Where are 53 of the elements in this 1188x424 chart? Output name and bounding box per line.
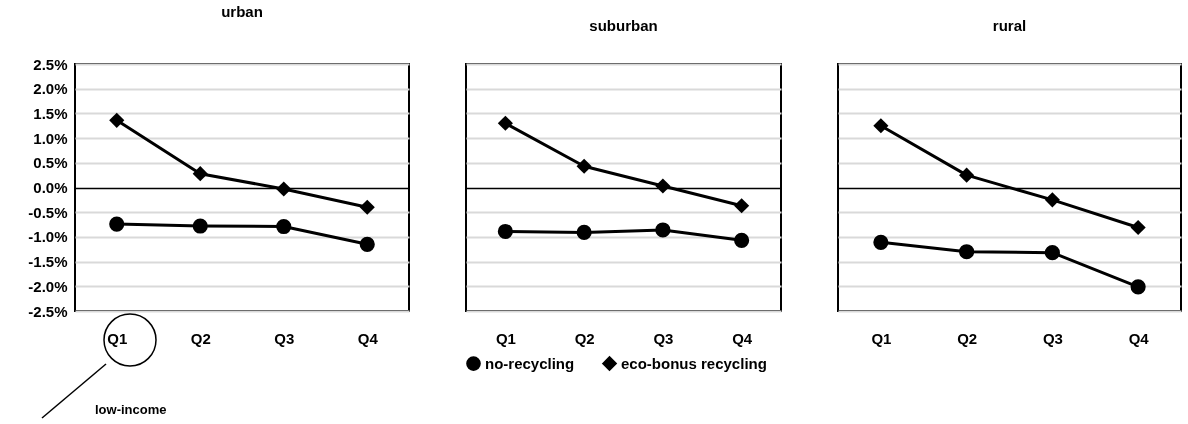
y-tick-label: 0.5%	[33, 154, 68, 172]
x-tick-label: Q1	[871, 329, 892, 347]
y-tick-label: 1.0%	[33, 129, 68, 147]
x-tick-label: Q4	[357, 329, 379, 347]
point	[734, 198, 750, 214]
point	[359, 199, 375, 215]
point	[109, 216, 125, 232]
y-tick-label: -2.5%	[28, 302, 68, 320]
chart-title: suburban	[589, 17, 658, 34]
point	[276, 181, 292, 197]
x-tick-label: Q4	[732, 329, 753, 347]
x-tick-label: Q1	[495, 329, 516, 347]
x-tick-label: Q2	[957, 329, 978, 347]
point	[576, 158, 592, 174]
y-tick-label: -2.0%	[28, 277, 68, 295]
x-tick-label: Q2	[190, 329, 211, 347]
point	[276, 218, 292, 235]
y-tick-label: 2.5%	[33, 55, 68, 73]
chart-title: urban	[221, 3, 263, 20]
x-tick-label: Q3	[1042, 329, 1063, 347]
point	[109, 112, 125, 128]
point	[497, 223, 513, 240]
point	[192, 218, 208, 234]
text: low-income	[95, 402, 167, 417]
point	[1044, 245, 1060, 261]
y-tick-label: 2.0%	[33, 80, 68, 98]
point	[873, 234, 889, 250]
point	[192, 166, 208, 182]
y-tick-label: 1.5%	[33, 104, 68, 122]
x-tick-label: Q2	[574, 329, 595, 347]
x-tick-label: Q3	[653, 329, 674, 347]
point	[734, 232, 750, 248]
point	[873, 118, 889, 134]
point	[497, 115, 513, 131]
x-tick-label: Q1	[107, 329, 128, 347]
x-tick-label: Q4	[1128, 329, 1150, 347]
y-tick-label: -1.5%	[28, 253, 68, 271]
point	[1130, 219, 1146, 236]
point	[655, 178, 671, 194]
chart-title: rural	[992, 17, 1027, 34]
point	[959, 167, 975, 183]
legend-label: no-recycling	[485, 354, 575, 372]
y-tick-label: -0.5%	[28, 203, 68, 221]
y-tick-label: 0.0%	[33, 179, 68, 196]
point	[359, 236, 375, 252]
y-tick-label: -1.0%	[28, 228, 68, 246]
point	[576, 224, 592, 241]
point	[1044, 192, 1060, 208]
point	[1130, 279, 1146, 295]
point	[959, 244, 975, 260]
point	[655, 222, 671, 238]
legend-label: eco-bonus recycling	[621, 354, 767, 372]
x-tick-label: Q3	[274, 329, 295, 347]
